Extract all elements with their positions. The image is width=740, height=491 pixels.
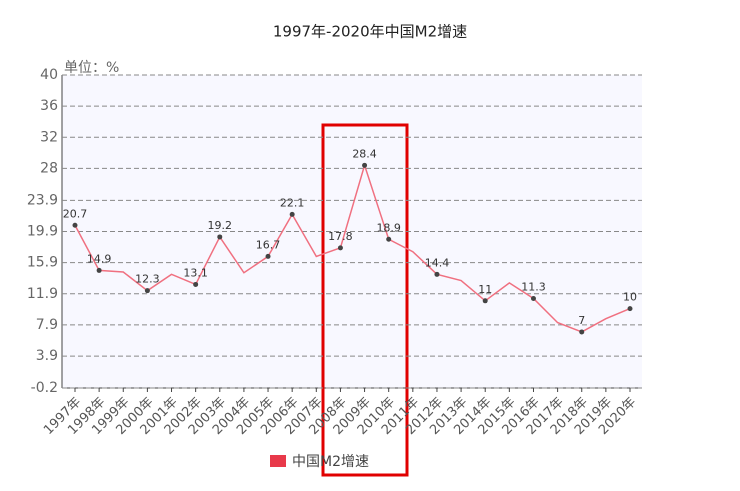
y-tick-label: 3.9 bbox=[36, 348, 58, 364]
data-point bbox=[144, 288, 150, 294]
data-point bbox=[217, 234, 223, 240]
data-point bbox=[193, 281, 199, 287]
data-label: 11 bbox=[478, 283, 492, 296]
y-tick-label: 40 bbox=[40, 67, 58, 83]
data-point bbox=[482, 298, 488, 304]
data-label: 13.1 bbox=[183, 266, 208, 279]
data-label: 17.8 bbox=[328, 230, 353, 243]
data-point bbox=[386, 236, 392, 242]
data-label: 20.7 bbox=[63, 207, 88, 220]
y-tick-label: 36 bbox=[40, 98, 58, 114]
y-tick-label: 11.9 bbox=[27, 286, 58, 302]
data-label: 7 bbox=[578, 314, 585, 327]
data-point bbox=[434, 271, 440, 277]
y-unit: 单位：% bbox=[64, 60, 119, 76]
y-tick-label: 32 bbox=[40, 129, 58, 145]
chart-title: 1997年-2020年中国M2增速 bbox=[273, 23, 467, 41]
data-label: 11.3 bbox=[521, 280, 546, 293]
data-point bbox=[72, 222, 78, 228]
data-point bbox=[96, 267, 102, 273]
data-label: 18.9 bbox=[376, 221, 401, 234]
data-label: 28.4 bbox=[352, 147, 377, 160]
y-tick-label: -0.2 bbox=[31, 380, 58, 396]
data-point bbox=[627, 306, 633, 312]
data-label: 22.1 bbox=[280, 196, 305, 209]
y-tick-label: 23.9 bbox=[27, 192, 58, 208]
data-point bbox=[337, 245, 343, 251]
data-label: 14.4 bbox=[425, 256, 450, 269]
y-tick-label: 19.9 bbox=[27, 224, 58, 240]
y-tick-label: 7.9 bbox=[36, 317, 58, 333]
data-label: 19.2 bbox=[208, 219, 233, 232]
data-point bbox=[579, 329, 585, 335]
data-point bbox=[362, 162, 368, 168]
data-label: 12.3 bbox=[135, 273, 160, 286]
data-line bbox=[74, 162, 631, 333]
y-tick-label: 15.9 bbox=[27, 255, 58, 271]
data-point bbox=[289, 211, 295, 217]
y-tick-label: 28 bbox=[40, 160, 58, 176]
highlight-box bbox=[321, 123, 409, 477]
data-label: 10 bbox=[623, 291, 637, 304]
data-label: 16.7 bbox=[256, 238, 281, 251]
legend-label: 中国M2增速 bbox=[292, 454, 369, 470]
data-label: 14.9 bbox=[87, 252, 112, 265]
data-point bbox=[265, 253, 271, 259]
data-point bbox=[530, 295, 536, 301]
legend-swatch bbox=[270, 455, 286, 467]
